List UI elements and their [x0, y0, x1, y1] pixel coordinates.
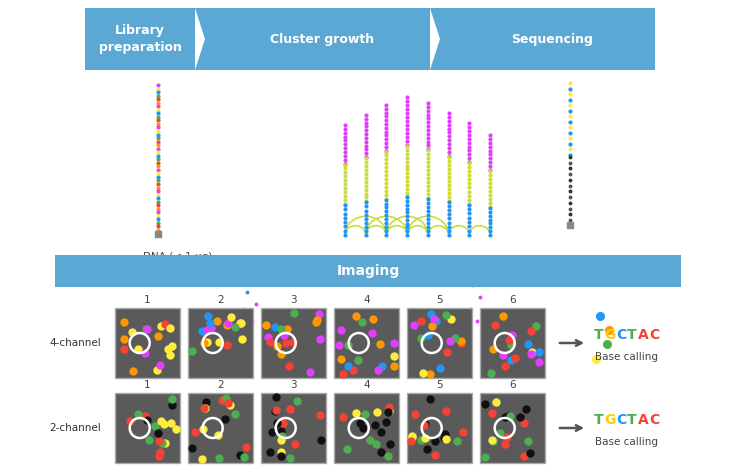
Polygon shape	[195, 8, 205, 70]
Bar	[195, 8, 215, 70]
Text: G: G	[604, 413, 616, 427]
Text: DNA (< 1 μg): DNA (< 1 μg)	[143, 252, 212, 262]
Text: 6: 6	[509, 380, 516, 390]
Text: Library
preparation: Library preparation	[99, 24, 182, 54]
Text: C: C	[616, 413, 626, 427]
Bar	[430, 8, 450, 70]
Bar	[450, 8, 655, 70]
Polygon shape	[205, 8, 215, 70]
Bar	[261, 393, 326, 463]
Text: 1: 1	[144, 380, 151, 390]
Bar	[55, 255, 681, 287]
Bar	[334, 393, 399, 463]
Polygon shape	[440, 8, 450, 70]
Text: 4-channel: 4-channel	[49, 338, 101, 348]
Bar	[407, 393, 472, 463]
Bar	[480, 308, 545, 378]
Text: Sequencing: Sequencing	[512, 32, 593, 46]
Text: C: C	[649, 413, 659, 427]
Bar	[215, 8, 430, 70]
Text: 3: 3	[290, 295, 297, 305]
Text: A: A	[637, 328, 648, 342]
Bar	[188, 308, 253, 378]
Text: Base calling: Base calling	[595, 352, 658, 361]
Text: T: T	[594, 328, 604, 342]
Text: T: T	[627, 413, 637, 427]
Bar	[480, 393, 545, 463]
Text: C: C	[649, 328, 659, 342]
Bar	[115, 308, 180, 378]
Text: 5: 5	[436, 295, 443, 305]
Text: 5: 5	[436, 380, 443, 390]
Bar	[407, 308, 472, 378]
Text: Cluster growth: Cluster growth	[270, 32, 375, 46]
Text: C: C	[616, 328, 626, 342]
Text: T: T	[594, 413, 604, 427]
Text: 4: 4	[363, 295, 369, 305]
Text: Base calling: Base calling	[595, 437, 658, 446]
Text: 2: 2	[217, 380, 224, 390]
Text: T: T	[627, 328, 637, 342]
Text: 1: 1	[144, 295, 151, 305]
Polygon shape	[430, 8, 440, 70]
Text: G: G	[604, 328, 616, 342]
Text: 2-channel: 2-channel	[49, 423, 101, 433]
Bar	[188, 393, 253, 463]
Text: 4: 4	[363, 380, 369, 390]
Text: 3: 3	[290, 380, 297, 390]
Bar	[115, 393, 180, 463]
Bar	[261, 308, 326, 378]
Bar	[85, 8, 195, 70]
Text: Imaging: Imaging	[336, 264, 400, 278]
Text: 2: 2	[217, 295, 224, 305]
Bar	[334, 308, 399, 378]
Text: A: A	[637, 413, 648, 427]
Text: 6: 6	[509, 295, 516, 305]
